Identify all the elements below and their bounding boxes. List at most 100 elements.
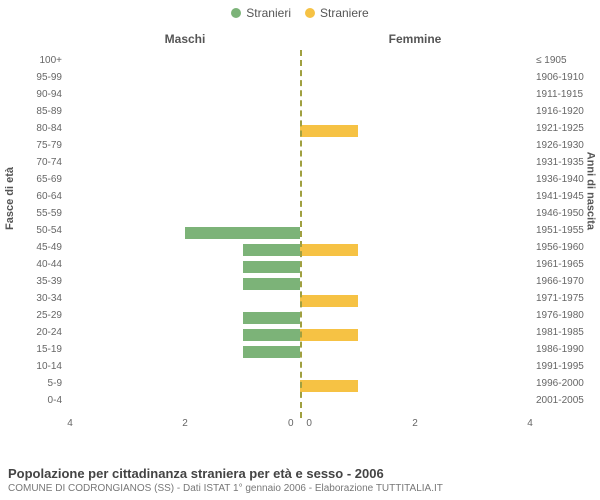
y-right-label: 1956-1960 — [536, 243, 592, 253]
y-right-label: 1931-1935 — [536, 158, 592, 168]
x-tick: 2 — [412, 418, 418, 429]
y-right-label: 1996-2000 — [536, 379, 592, 389]
y-right-label: 1946-1950 — [536, 209, 592, 219]
bar-row-male — [70, 54, 300, 71]
bar-male — [243, 261, 301, 273]
bar-female — [300, 125, 358, 137]
bar-row-female — [300, 71, 530, 88]
x-tick: 0 — [306, 418, 312, 429]
y-right-label: 1926-1930 — [536, 141, 592, 151]
y-right-label: 1961-1965 — [536, 260, 592, 270]
bar-female — [300, 380, 358, 392]
bar-row-male — [70, 360, 300, 377]
x-tick: 4 — [527, 418, 533, 429]
legend-dot-male — [231, 8, 241, 18]
y-right-label: 2001-2005 — [536, 396, 592, 406]
legend-label-female: Straniere — [320, 6, 369, 20]
bar-row-male — [70, 105, 300, 122]
bar-row-female — [300, 156, 530, 173]
bar-row-male — [70, 394, 300, 411]
bar-row-female — [300, 394, 530, 411]
bar-row-male — [70, 122, 300, 139]
y-right-label: 1981-1985 — [536, 328, 592, 338]
x-tick: 4 — [67, 418, 73, 429]
bar-row-male — [70, 71, 300, 88]
y-right-label: 1951-1955 — [536, 226, 592, 236]
legend-item-female: Straniere — [305, 6, 369, 20]
bar-row-female — [300, 292, 530, 309]
bar-male — [243, 346, 301, 358]
y-left-label: 45-49 — [4, 243, 62, 253]
bar-row-male — [70, 309, 300, 326]
x-tick: 0 — [288, 418, 294, 429]
bar-male — [243, 312, 301, 324]
caption: Popolazione per cittadinanza straniera p… — [8, 466, 592, 494]
y-left-label: 30-34 — [4, 294, 62, 304]
bar-male — [243, 244, 301, 256]
y-right-label: 1971-1975 — [536, 294, 592, 304]
bar-row-male — [70, 258, 300, 275]
bar-row-male — [70, 139, 300, 156]
y-right-label: 1941-1945 — [536, 192, 592, 202]
bar-row-female — [300, 343, 530, 360]
bar-male — [243, 329, 301, 341]
bar-male — [185, 227, 300, 239]
bar-row-male — [70, 241, 300, 258]
bar-row-female — [300, 224, 530, 241]
y-right-label: 1976-1980 — [536, 311, 592, 321]
y-left-label: 95-99 — [4, 73, 62, 83]
bar-row-male — [70, 207, 300, 224]
x-axis-ticks: 4 2 0 0 2 4 — [70, 418, 530, 438]
axis-center-line — [300, 50, 302, 418]
y-left-label: 70-74 — [4, 158, 62, 168]
bar-row-female — [300, 173, 530, 190]
bar-row-male — [70, 88, 300, 105]
x-tick: 2 — [182, 418, 188, 429]
y-left-label: 15-19 — [4, 345, 62, 355]
bar-row-female — [300, 360, 530, 377]
y-left-label: 75-79 — [4, 141, 62, 151]
bar-row-female — [300, 207, 530, 224]
y-right-label: 1906-1910 — [536, 73, 592, 83]
y-left-label: 65-69 — [4, 175, 62, 185]
caption-subtitle: COMUNE DI CODRONGIANOS (SS) - Dati ISTAT… — [8, 483, 592, 494]
bar-row-male — [70, 224, 300, 241]
y-right-label: 1991-1995 — [536, 362, 592, 372]
bar-row-female — [300, 190, 530, 207]
bar-row-male — [70, 173, 300, 190]
bar-row-female — [300, 122, 530, 139]
bar-row-female — [300, 258, 530, 275]
y-left-labels: 100+95-9990-9485-8980-8475-7970-7465-696… — [0, 50, 66, 418]
y-right-label: 1936-1940 — [536, 175, 592, 185]
y-left-label: 50-54 — [4, 226, 62, 236]
bar-row-male — [70, 156, 300, 173]
bar-row-female — [300, 275, 530, 292]
y-left-label: 100+ — [4, 56, 62, 66]
bar-female — [300, 329, 358, 341]
caption-title: Popolazione per cittadinanza straniera p… — [8, 466, 592, 481]
y-right-label: ≤ 1905 — [536, 56, 592, 66]
y-left-label: 5-9 — [4, 379, 62, 389]
y-left-label: 60-64 — [4, 192, 62, 202]
y-right-label: 1986-1990 — [536, 345, 592, 355]
chart-left — [70, 50, 300, 418]
y-left-label: 40-44 — [4, 260, 62, 270]
legend-label-male: Stranieri — [246, 6, 291, 20]
header-female: Femmine — [300, 32, 530, 46]
bar-male — [243, 278, 301, 290]
y-left-label: 90-94 — [4, 90, 62, 100]
bar-row-female — [300, 88, 530, 105]
bar-female — [300, 295, 358, 307]
y-right-label: 1966-1970 — [536, 277, 592, 287]
bar-row-female — [300, 139, 530, 156]
y-right-label: 1921-1925 — [536, 124, 592, 134]
y-left-label: 25-29 — [4, 311, 62, 321]
bar-row-female — [300, 241, 530, 258]
y-left-label: 20-24 — [4, 328, 62, 338]
y-left-label: 10-14 — [4, 362, 62, 372]
legend-dot-female — [305, 8, 315, 18]
bar-row-male — [70, 377, 300, 394]
legend-item-male: Stranieri — [231, 6, 291, 20]
bar-row-female — [300, 309, 530, 326]
y-left-label: 0-4 — [4, 396, 62, 406]
